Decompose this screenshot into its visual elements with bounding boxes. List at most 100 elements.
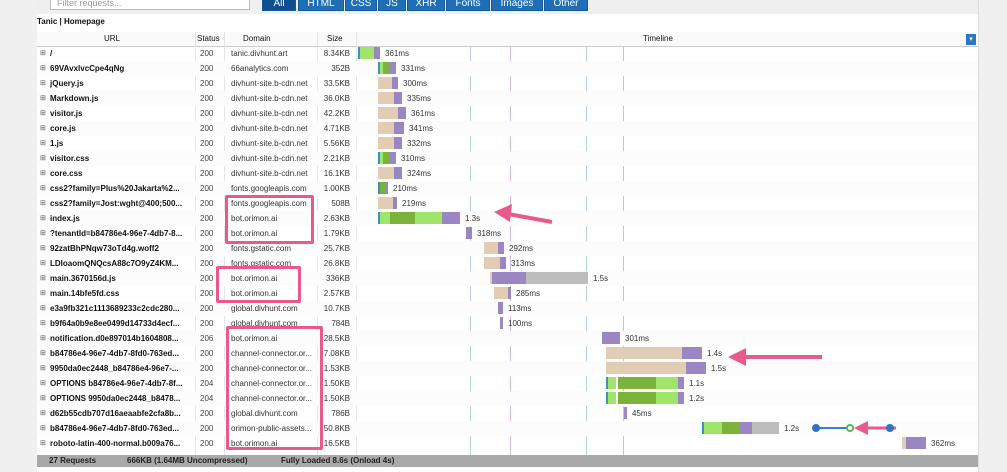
timeline-bar-segment[interactable] — [682, 347, 702, 359]
table-row[interactable]: ⊞ b84786e4-96e7-4db7-8fd0-763ed... 200 orim… — [37, 421, 978, 436]
table-row[interactable]: ⊞ css2?family=Plus%20Jakarta%2... 200 fonts… — [37, 181, 978, 196]
timeline-bar-segment[interactable] — [389, 62, 396, 74]
timeline-bar-segment[interactable] — [902, 437, 906, 449]
filter-tab-images[interactable]: Images — [491, 0, 543, 11]
filter-tab-js[interactable]: JS — [378, 0, 406, 11]
timeline-bar-segment[interactable] — [415, 212, 442, 224]
timeline-sort-dropdown[interactable]: ▾ — [966, 34, 976, 45]
timeline-bar-segment[interactable] — [500, 317, 503, 329]
timeline-bar-segment[interactable] — [618, 392, 656, 404]
timeline-bar-segment[interactable] — [390, 212, 415, 224]
table-row[interactable]: ⊞ roboto-latin-400-normal.b009a76... 200 bo… — [37, 436, 978, 451]
timeline-bar-segment[interactable] — [606, 392, 608, 404]
timeline-bar-segment[interactable] — [378, 197, 393, 209]
timeline-bar-segment[interactable] — [722, 422, 740, 434]
timeline-bar-segment[interactable] — [378, 122, 394, 134]
timeline-bar-segment[interactable] — [380, 152, 383, 164]
timeline-bar-segment[interactable] — [606, 362, 686, 374]
timeline-bar-segment[interactable] — [678, 377, 684, 389]
timeline-bar-segment[interactable] — [494, 287, 508, 299]
timeline-bar-segment[interactable] — [702, 422, 704, 434]
timeline-bar-segment[interactable] — [385, 182, 388, 194]
filter-tab-all[interactable]: All — [262, 0, 296, 11]
table-row[interactable]: ⊞ notification.d0e897014b1604808... 206 bot… — [37, 331, 978, 346]
timeline-bar-segment[interactable] — [708, 422, 722, 434]
timeline-bar-segment[interactable] — [906, 437, 926, 449]
timeline-bar-segment[interactable] — [378, 167, 394, 179]
expand-icon[interactable]: ⊞ — [40, 95, 46, 102]
table-row[interactable]: ⊞ css2?family=Jost:wght@400;500... 200 font… — [37, 196, 978, 211]
timeline-bar-segment[interactable] — [394, 92, 402, 104]
table-row[interactable]: ⊞ visitor.js 200 divhunt-site.b-cdn.net 42.2… — [37, 106, 978, 121]
expand-icon[interactable]: ⊞ — [40, 365, 46, 372]
column-status[interactable]: Status — [197, 34, 220, 43]
column-url[interactable]: URL — [104, 34, 121, 43]
timeline-bar-segment[interactable] — [378, 92, 394, 104]
timeline-bar-segment[interactable] — [498, 242, 504, 254]
timeline-bar-segment[interactable] — [492, 272, 526, 284]
timeline-bar-segment[interactable] — [678, 392, 684, 404]
timeline-bar-segment[interactable] — [686, 362, 706, 374]
expand-icon[interactable]: ⊞ — [40, 170, 46, 177]
timeline-bar-segment[interactable] — [380, 212, 390, 224]
timeline-bar-segment[interactable] — [752, 422, 779, 434]
timeline-bar-segment[interactable] — [378, 182, 380, 194]
expand-icon[interactable]: ⊞ — [40, 275, 46, 282]
expand-icon[interactable]: ⊞ — [40, 185, 46, 192]
timeline-bar-segment[interactable] — [374, 47, 380, 59]
filter-tab-html[interactable]: HTML — [298, 0, 344, 11]
table-row[interactable]: ⊞ main.3670156d.js 200 bot.orimon.ai 336KB 1.… — [37, 271, 978, 286]
expand-icon[interactable]: ⊞ — [40, 125, 46, 132]
timeline-bar-segment[interactable] — [602, 332, 620, 344]
timeline-bar-segment[interactable] — [608, 377, 616, 389]
timeline-bar-segment[interactable] — [378, 137, 394, 149]
table-row[interactable]: ⊞ ?tenantId=b84786e4-96e7-4db7-8... 200 bot… — [37, 226, 978, 241]
timeline-bar-segment[interactable] — [394, 167, 402, 179]
table-row[interactable]: ⊞ jQuery.js 200 divhunt-site.b-cdn.net 33.5K… — [37, 76, 978, 91]
expand-icon[interactable]: ⊞ — [40, 350, 46, 357]
table-row[interactable]: ⊞ b84786e4-96e7-4db7-8fd0-763ed... 200 chan… — [37, 346, 978, 361]
table-row[interactable]: ⊞ 69VAvxlvcCpe4qNg 200 66analytics.com 352B 3… — [37, 61, 978, 76]
timeline-bar-segment[interactable] — [624, 407, 627, 419]
timeline-bar-segment[interactable] — [392, 77, 398, 89]
expand-icon[interactable]: ⊞ — [40, 305, 46, 312]
filter-tab-other[interactable]: Other — [544, 0, 588, 11]
timeline-bar-segment[interactable] — [526, 272, 588, 284]
table-row[interactable]: ⊞ main.14bfe5fd.css 200 bot.orimon.ai 2.57KB… — [37, 286, 978, 301]
timeline-bar-segment[interactable] — [484, 242, 498, 254]
expand-icon[interactable]: ⊞ — [40, 335, 46, 342]
table-row[interactable]: ⊞ OPTIONS b84786e4-96e7-4db7-8f... 204 chan… — [37, 376, 978, 391]
timeline-bar-segment[interactable] — [656, 392, 678, 404]
table-row[interactable]: ⊞ 9950da0ec2448_b84786e4-96e7-... 200 chann… — [37, 361, 978, 376]
column-timeline[interactable]: Timeline — [643, 34, 673, 43]
expand-icon[interactable]: ⊞ — [40, 65, 46, 72]
table-row[interactable]: ⊞ d62b55cdb707d16aeaabfe2cfa8b... 200 globa… — [37, 406, 978, 421]
timeline-bar-segment[interactable] — [383, 152, 389, 164]
timeline-bar-segment[interactable] — [606, 347, 682, 359]
timeline-bar-segment[interactable] — [442, 212, 460, 224]
timeline-bar-segment[interactable] — [394, 137, 402, 149]
timeline-bar-segment[interactable] — [500, 257, 506, 269]
timeline-bar-segment[interactable] — [490, 272, 492, 284]
column-size[interactable]: Size — [327, 34, 343, 43]
timeline-bar-segment[interactable] — [383, 62, 389, 74]
table-row[interactable]: ⊞ core.js 200 divhunt-site.b-cdn.net 4.71KB 3… — [37, 121, 978, 136]
expand-icon[interactable]: ⊞ — [40, 140, 46, 147]
timeline-bar-segment[interactable] — [378, 152, 380, 164]
timeline-bar-segment[interactable] — [394, 122, 404, 134]
filter-requests-input[interactable]: Filter requests... — [50, 0, 250, 10]
table-row[interactable]: ⊞ / 200 tanic.divhunt.art 8.34KB 361ms — [37, 46, 978, 61]
timeline-bar-segment[interactable] — [608, 392, 616, 404]
table-row[interactable]: ⊞ e3a9fb321c1113689233c2cdc280... 200 globa… — [37, 301, 978, 316]
expand-icon[interactable]: ⊞ — [40, 230, 46, 237]
expand-icon[interactable]: ⊞ — [40, 410, 46, 417]
timeline-bar-segment[interactable] — [398, 107, 406, 119]
timeline-bar-segment[interactable] — [606, 377, 608, 389]
timeline-bar-segment[interactable] — [484, 257, 500, 269]
filter-tab-css[interactable]: CSS — [345, 0, 377, 11]
column-domain[interactable]: Domain — [243, 34, 271, 43]
expand-icon[interactable]: ⊞ — [40, 245, 46, 252]
expand-icon[interactable]: ⊞ — [40, 380, 46, 387]
timeline-bar-segment[interactable] — [378, 62, 380, 74]
table-row[interactable]: ⊞ visitor.css 200 divhunt-site.b-cdn.net 2.2… — [37, 151, 978, 166]
